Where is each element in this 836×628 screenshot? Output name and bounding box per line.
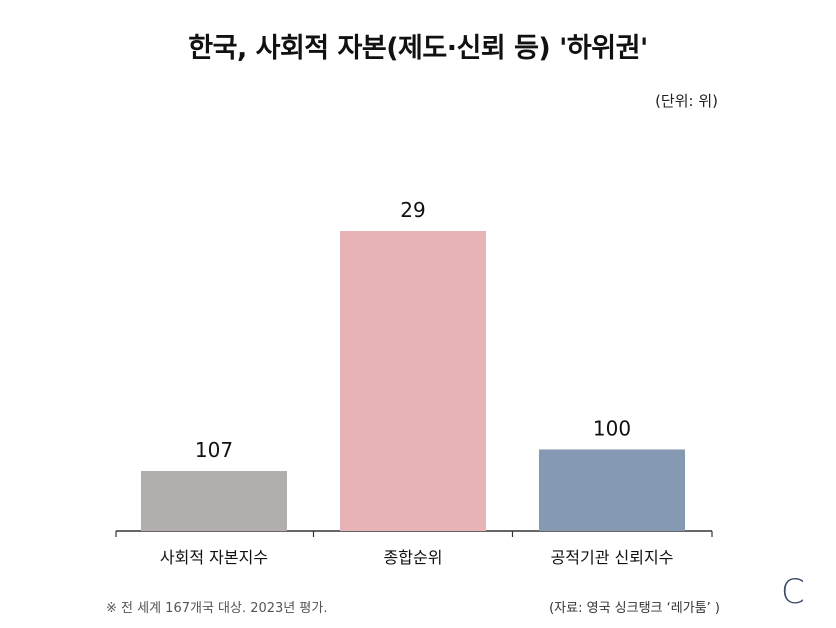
bar-3 [539, 449, 685, 531]
data-label: 29 [400, 198, 425, 222]
category-label: 공적기관 신뢰지수 [551, 548, 674, 567]
data-label: 107 [195, 438, 233, 462]
category-label: 종합순위 [384, 548, 443, 567]
bar-1 [141, 471, 287, 531]
chart-title: 한국, 사회적 자본(제도·신뢰 등) '하위권' [188, 33, 648, 64]
category-label: 사회적 자본지수 [160, 548, 268, 567]
source-credit: (자료: 영국 싱크탱크 ‘레가툼’ ) [549, 601, 720, 616]
bar-2 [340, 231, 486, 531]
data-label: 100 [593, 416, 631, 440]
unit-label: (단위: 위) [655, 92, 718, 110]
footnote: ※ 전 세계 167개국 대상. 2023년 평가. [106, 601, 328, 616]
brand-mark: C [781, 572, 805, 612]
